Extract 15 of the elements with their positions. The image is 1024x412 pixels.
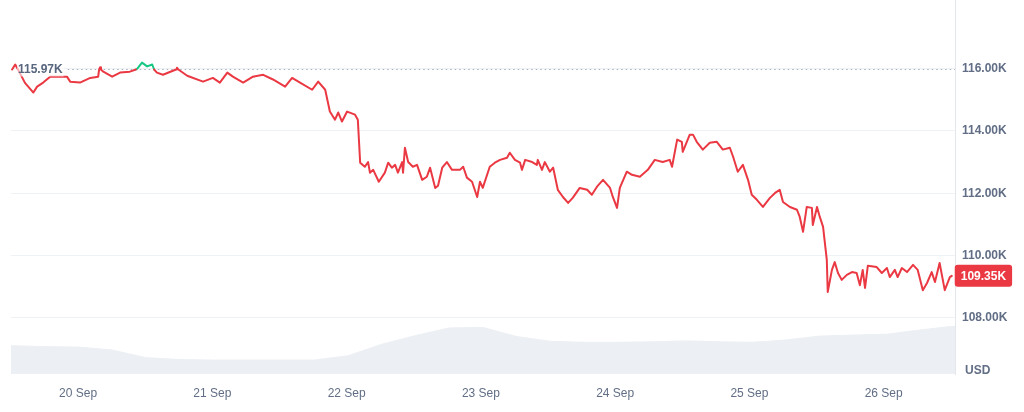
- y-tick-label: 114.00K: [962, 123, 1008, 138]
- y-tick-label: 108.00K: [962, 310, 1008, 325]
- data-label: 109.35K: [960, 268, 1007, 283]
- x-tick-label: 22 Sep: [327, 385, 366, 400]
- x-tick-label: 21 Sep: [193, 385, 232, 400]
- y-tick-label: 116.00K: [962, 60, 1008, 75]
- x-tick-label: 24 Sep: [596, 385, 635, 400]
- x-tick-label: 25 Sep: [730, 385, 769, 400]
- x-tick-label: 26 Sep: [864, 385, 904, 400]
- x-tick-label: 20 Sep: [59, 385, 98, 400]
- ref-line-label: 115.97K: [18, 61, 64, 76]
- x-tick-label: 23 Sep: [461, 385, 501, 400]
- y-axis-title: USD: [965, 363, 991, 378]
- y-tick-label: 112.00K: [962, 185, 1008, 200]
- y-tick-label: 110.00K: [962, 247, 1008, 262]
